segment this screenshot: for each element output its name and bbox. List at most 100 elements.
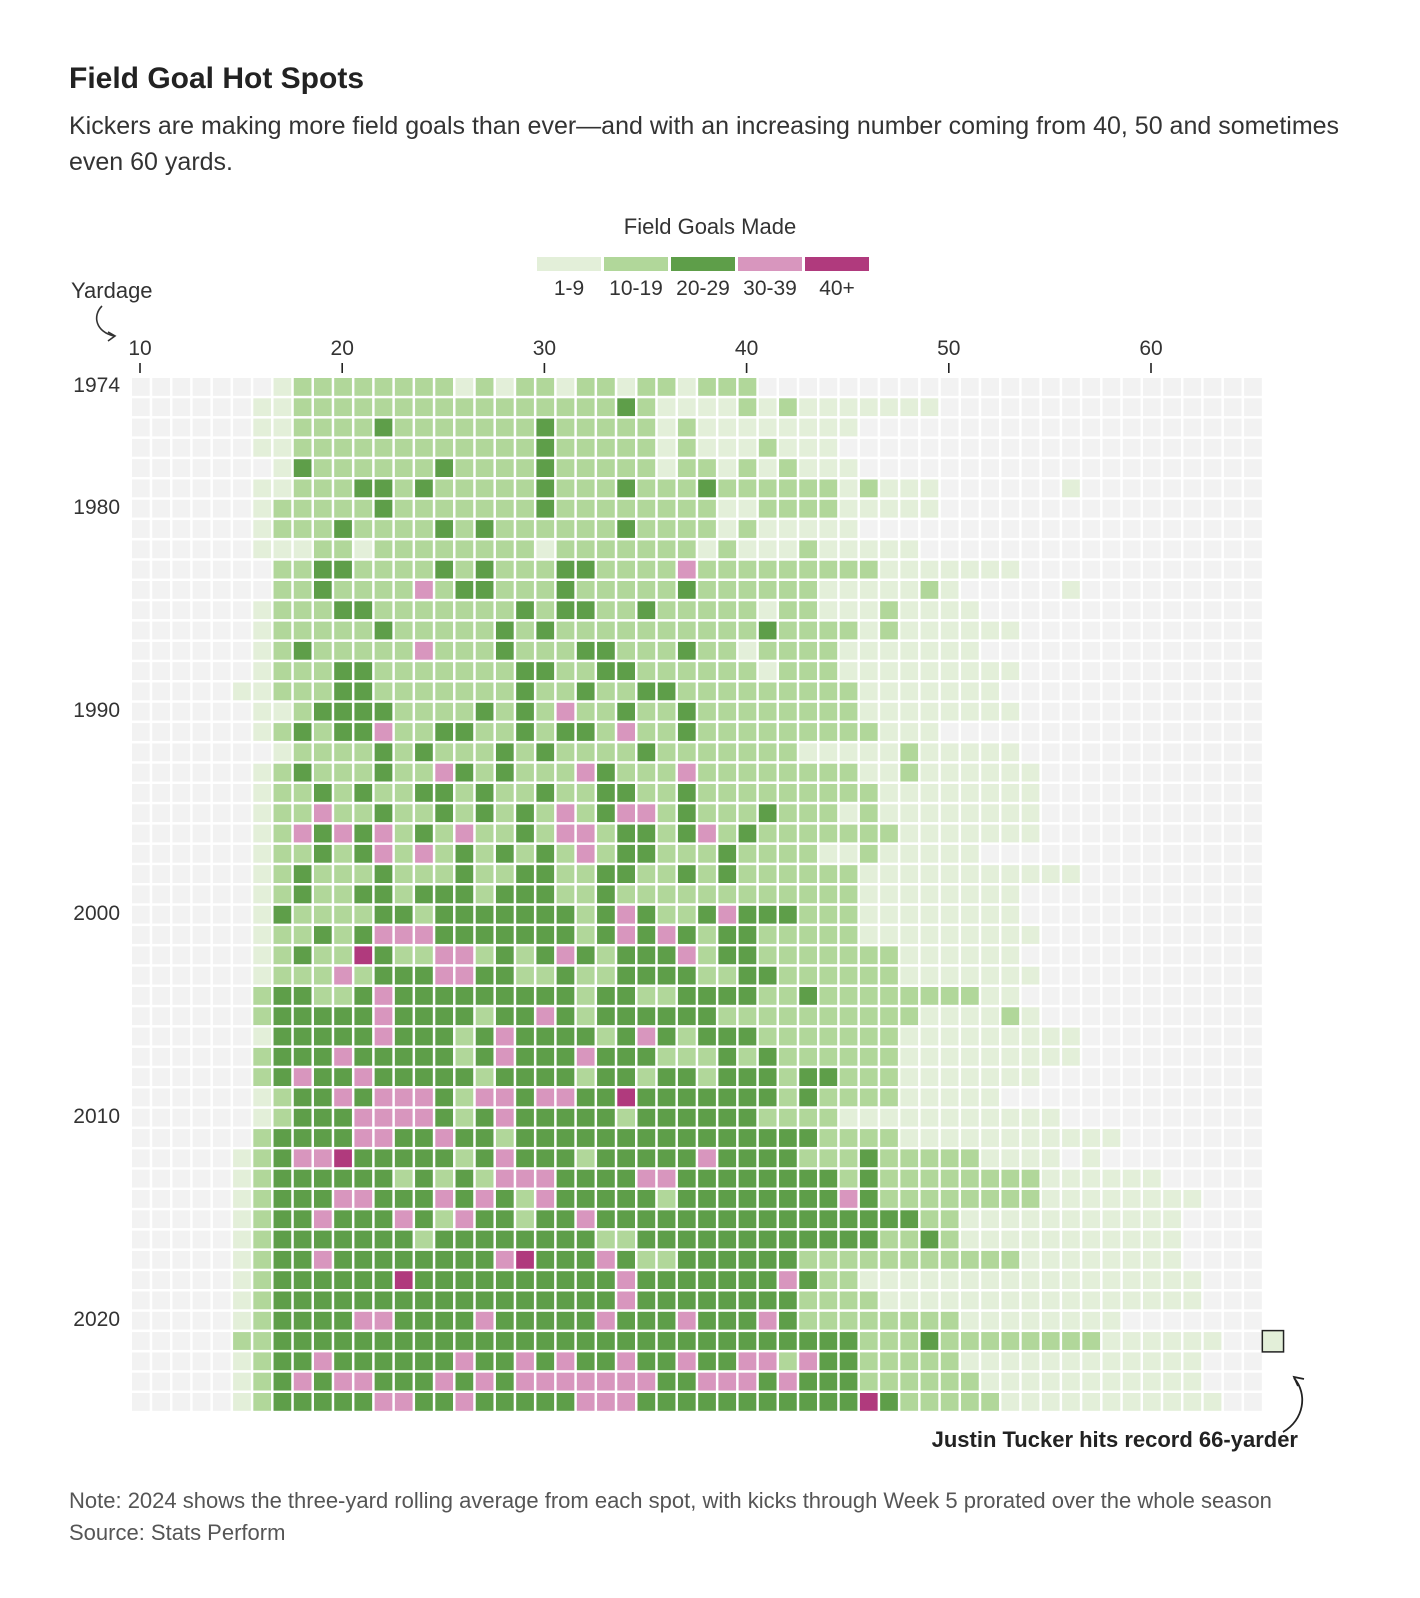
heatmap-cell — [738, 844, 757, 863]
heatmap-cell — [435, 885, 454, 904]
heatmap-cell — [374, 1210, 393, 1229]
heatmap-cell — [1021, 1129, 1040, 1147]
heatmap-cell — [233, 1250, 251, 1269]
heatmap-cell — [374, 865, 393, 883]
heatmap-cell — [192, 1332, 211, 1350]
heatmap-cell — [435, 946, 454, 965]
heatmap-cell — [354, 1190, 373, 1208]
heatmap-cell — [758, 1352, 777, 1371]
heatmap-cell — [576, 987, 595, 1005]
heatmap-cell — [677, 459, 696, 477]
heatmap-cell — [961, 1291, 979, 1310]
heatmap-cell — [637, 946, 656, 965]
heatmap-cell — [273, 479, 292, 498]
heatmap-cell — [779, 520, 797, 538]
heatmap-cell — [900, 1108, 919, 1127]
heatmap-cell — [1203, 885, 1222, 904]
heatmap-cell — [1001, 418, 1020, 437]
heatmap-cell — [920, 743, 939, 762]
heatmap-cell — [1203, 398, 1222, 417]
heatmap-cell — [637, 723, 656, 741]
heatmap-cell — [738, 520, 757, 538]
heatmap-cell — [1143, 1352, 1161, 1371]
heatmap-cell — [617, 1088, 635, 1107]
heatmap-cell — [354, 946, 373, 965]
heatmap-cell — [495, 1210, 514, 1229]
heatmap-cell — [435, 824, 454, 843]
heatmap-cell — [313, 581, 332, 599]
heatmap-cell — [657, 540, 676, 559]
heatmap-cell — [738, 1311, 757, 1330]
heatmap-cell — [1082, 763, 1101, 782]
heatmap-cell — [1143, 1372, 1161, 1391]
heatmap-cell — [354, 723, 373, 741]
heatmap-cell — [495, 723, 514, 741]
heatmap-cell — [172, 885, 191, 904]
heatmap-cell — [132, 1047, 150, 1066]
heatmap-cell — [192, 702, 211, 721]
heatmap-cell — [637, 560, 656, 579]
heatmap-cell — [900, 1129, 919, 1147]
heatmap-cell — [1183, 1250, 1202, 1269]
heatmap-cell — [920, 662, 939, 680]
heatmap-cell — [637, 1250, 656, 1269]
heatmap-cell — [253, 946, 272, 965]
heatmap-cell — [1244, 865, 1262, 883]
heatmap-cell — [920, 499, 939, 518]
heatmap-cell — [1021, 1007, 1040, 1026]
heatmap-cell — [152, 378, 170, 396]
heatmap-cell — [212, 581, 231, 599]
heatmap-cell — [1021, 682, 1040, 701]
heatmap-cell — [1102, 865, 1121, 883]
heatmap-cell — [1203, 844, 1222, 863]
heatmap-cell — [152, 438, 170, 457]
heatmap-cell — [819, 418, 838, 437]
heatmap-cell — [819, 601, 838, 620]
heatmap-cell — [152, 784, 170, 802]
heatmap-cell — [253, 926, 272, 944]
heatmap-cell — [1082, 581, 1101, 599]
heatmap-cell — [1244, 1129, 1262, 1147]
heatmap-cell — [313, 1230, 332, 1249]
heatmap-cell — [779, 581, 797, 599]
heatmap-cell — [900, 621, 919, 640]
heatmap-cell — [334, 1129, 352, 1147]
heatmap-cell — [900, 1068, 919, 1086]
heatmap-cell — [677, 499, 696, 518]
heatmap-cell — [961, 1169, 979, 1188]
heatmap-cell — [718, 1169, 737, 1188]
heatmap-cell — [779, 1068, 797, 1086]
heatmap-cell — [859, 641, 878, 660]
heatmap-cell — [718, 378, 737, 396]
heatmap-cell — [859, 763, 878, 782]
heatmap-cell — [981, 1352, 999, 1371]
heatmap-cell — [738, 1332, 757, 1350]
heatmap-cell — [597, 1068, 615, 1086]
heatmap-cell — [1223, 966, 1242, 985]
heatmap-cell — [313, 560, 332, 579]
heatmap-cell — [495, 1007, 514, 1026]
heatmap-cell — [253, 1230, 272, 1249]
heatmap-cell — [233, 784, 251, 802]
heatmap-cell — [597, 1129, 615, 1147]
heatmap-cell — [1122, 1311, 1141, 1330]
heatmap-cell — [576, 844, 595, 863]
heatmap-cell — [718, 1230, 737, 1249]
heatmap-cell — [1001, 1372, 1020, 1391]
heatmap-cell — [779, 459, 797, 477]
heatmap-cell — [536, 824, 555, 843]
heatmap-cell — [981, 905, 999, 924]
heatmap-cell — [859, 743, 878, 762]
heatmap-cell — [1082, 1108, 1101, 1127]
heatmap-cell — [374, 601, 393, 620]
heatmap-cell — [880, 378, 898, 396]
heatmap-cell — [1001, 804, 1020, 823]
heatmap-cell — [1223, 784, 1242, 802]
heatmap-cell — [1223, 1250, 1242, 1269]
heatmap-cell — [152, 1027, 170, 1046]
heatmap-cell — [698, 844, 716, 863]
heatmap-cell — [597, 1393, 615, 1411]
heatmap-cell — [132, 966, 150, 985]
heatmap-cell — [677, 1149, 696, 1168]
heatmap-cell — [495, 1149, 514, 1168]
